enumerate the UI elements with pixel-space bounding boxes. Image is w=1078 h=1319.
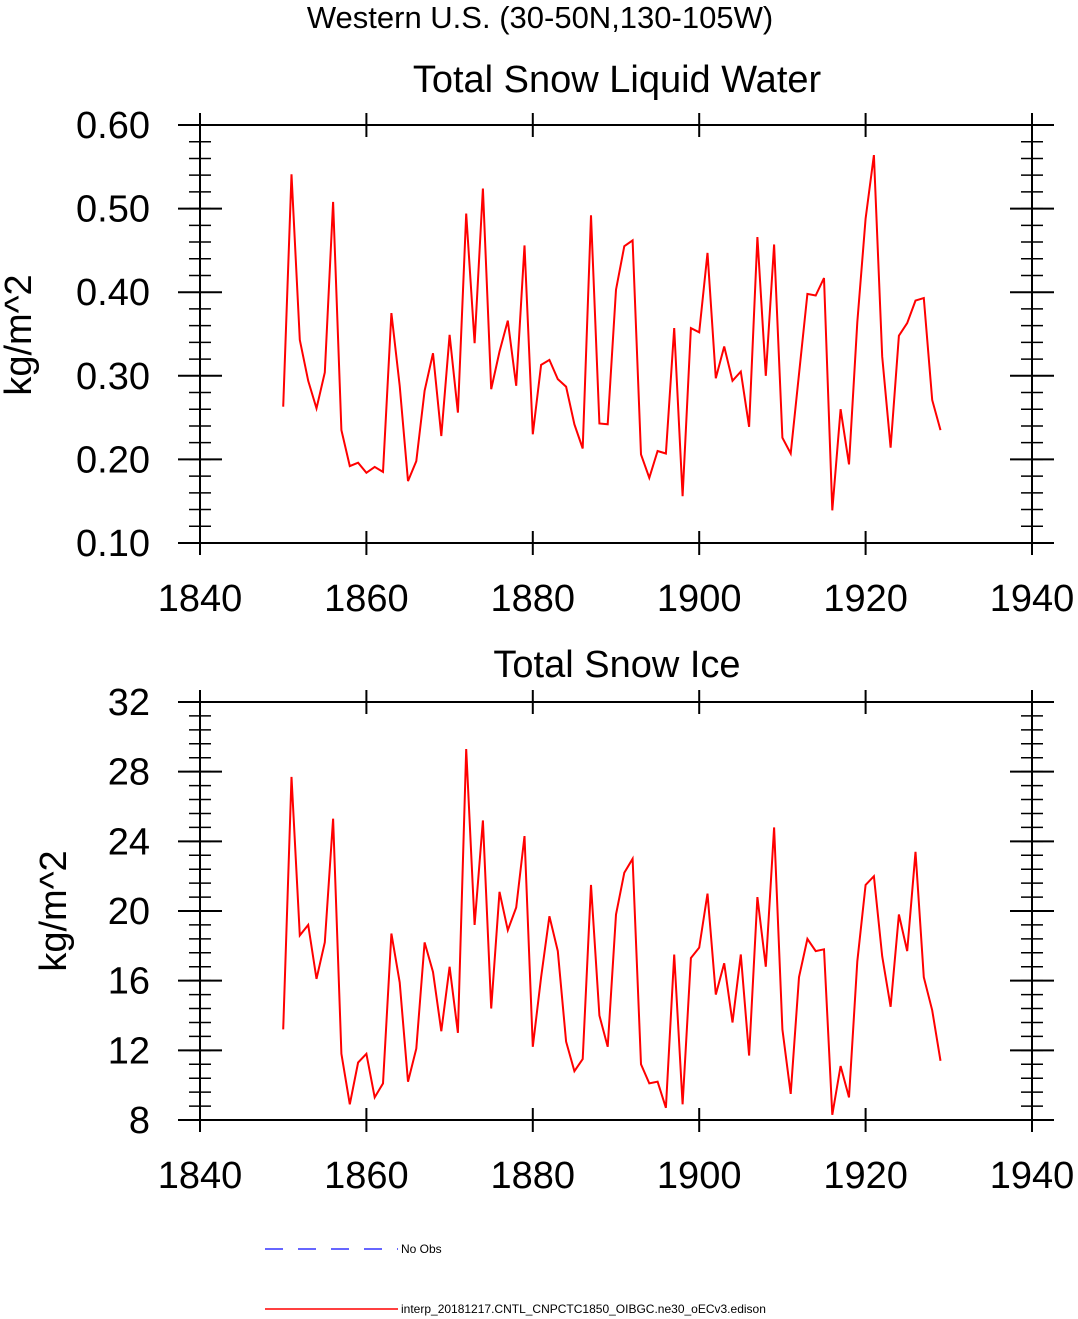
axis-ticks	[178, 690, 1054, 1132]
legend-label-no-obs: No Obs	[401, 1242, 442, 1256]
y-tick-label: 0.30	[76, 356, 150, 398]
y-tick-label: 0.60	[76, 105, 150, 147]
x-tick-label: 1840	[158, 578, 243, 620]
x-tick-label: 1900	[657, 578, 742, 620]
y-tick-label: 8	[129, 1100, 150, 1142]
x-tick-label: 1840	[158, 1155, 243, 1197]
y-tick-label: 32	[108, 682, 150, 724]
y-tick-label: 20	[108, 891, 150, 933]
data-series	[282, 154, 942, 511]
chart-title: Total Snow Liquid Water	[413, 59, 822, 101]
y-axis-label: kg/m^2	[0, 274, 40, 395]
data-series	[282, 748, 942, 1115]
x-tick-label: 1940	[990, 1155, 1075, 1197]
y-tick-label: 12	[108, 1030, 150, 1072]
series-line	[282, 154, 942, 511]
axis-ticks	[178, 113, 1054, 555]
legend-label-model: interp_20181217.CNTL_CNPCTC1850_OIBGC.ne…	[401, 1302, 766, 1316]
tick-labels: 1840 1860 1880 1900 1920 1940 0.10 0.20 0.30 0.40…	[76, 105, 1074, 620]
plot-frame	[199, 124, 1033, 544]
chart-panel-liquid-water: Total Snow Liquid Water kg/m^2 1840 1860 1…	[0, 59, 1074, 620]
chart-panel-snow-ice: Total Snow Ice kg/m^2 1840 1860 1880 1900 19…	[33, 644, 1074, 1197]
x-tick-label: 1880	[491, 1155, 576, 1197]
y-tick-label: 0.20	[76, 439, 150, 481]
y-tick-label: 24	[108, 821, 150, 863]
legend: No Obs interp_20181217.CNTL_CNPCTC1850_O…	[265, 1242, 766, 1316]
x-tick-label: 1940	[990, 578, 1075, 620]
y-axis-label: kg/m^2	[33, 850, 75, 971]
y-tick-label: 0.10	[76, 523, 150, 565]
figure-title: Western U.S. (30-50N,130-105W)	[307, 0, 773, 35]
x-tick-label: 1860	[324, 578, 409, 620]
tick-labels: 1840 1860 1880 1900 1920 1940 8 12 16 20 24 28 32	[108, 682, 1075, 1197]
x-tick-label: 1920	[823, 578, 908, 620]
x-tick-label: 1880	[491, 578, 576, 620]
x-tick-label: 1860	[324, 1155, 409, 1197]
y-tick-label: 0.40	[76, 272, 150, 314]
chart-title: Total Snow Ice	[493, 644, 740, 686]
y-tick-label: 28	[108, 752, 150, 794]
series-line	[282, 748, 942, 1115]
x-tick-label: 1900	[657, 1155, 742, 1197]
y-tick-label: 0.50	[76, 189, 150, 231]
y-tick-label: 16	[108, 961, 150, 1003]
x-tick-label: 1920	[823, 1155, 908, 1197]
